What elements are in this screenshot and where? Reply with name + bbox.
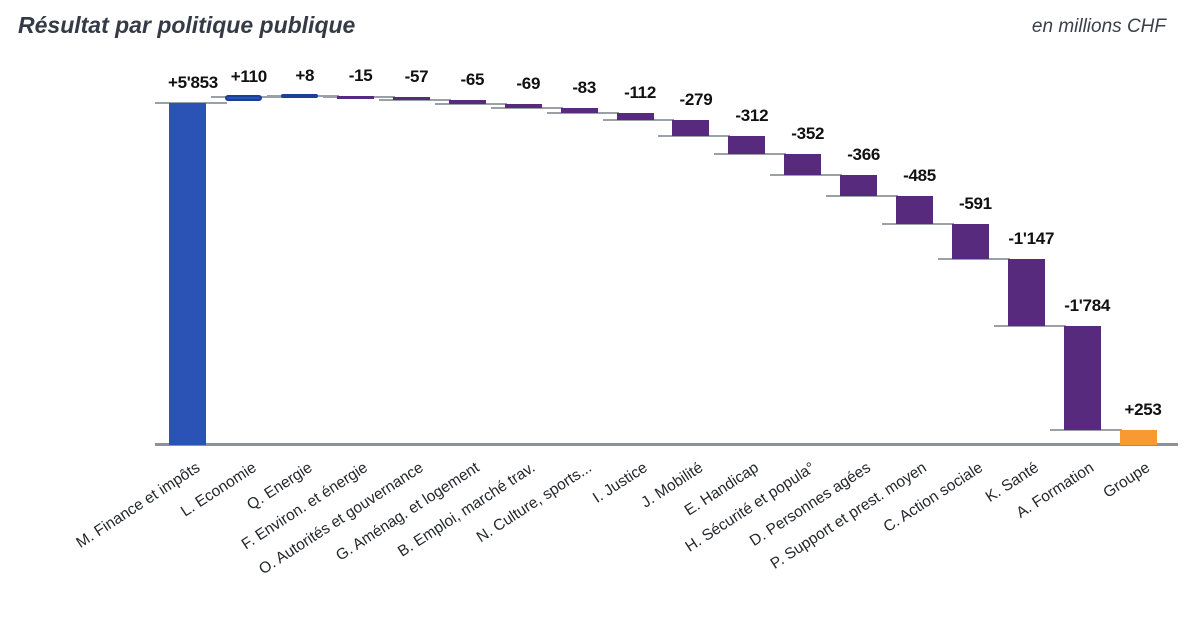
connector-line bbox=[379, 99, 451, 102]
bar-value-label: -352 bbox=[791, 124, 825, 144]
connector-line bbox=[937, 257, 1010, 260]
connector-line bbox=[658, 134, 731, 137]
bar-value-label: +253 bbox=[1124, 400, 1162, 420]
waterfall-bar-decrease bbox=[728, 135, 766, 155]
category-label: Groupe bbox=[1100, 459, 1154, 502]
waterfall-bar-decrease bbox=[951, 224, 989, 259]
waterfall-bar-decrease bbox=[337, 96, 375, 99]
waterfall-bar-decrease bbox=[560, 108, 598, 113]
waterfall-bar-decrease bbox=[393, 96, 430, 101]
x-axis-line bbox=[155, 443, 1178, 446]
connector-line bbox=[1049, 429, 1122, 432]
waterfall-bar-decrease bbox=[1063, 325, 1101, 431]
waterfall-bar-decrease bbox=[784, 154, 822, 175]
connector-line bbox=[714, 153, 787, 156]
connector-line bbox=[602, 118, 675, 121]
bar-value-label: -1'784 bbox=[1064, 295, 1111, 315]
connector-line bbox=[882, 223, 954, 226]
bar-value-label: -279 bbox=[679, 89, 713, 109]
waterfall-bar-decrease bbox=[840, 174, 878, 196]
bar-value-label: -83 bbox=[572, 78, 596, 98]
bar-value-label: -591 bbox=[958, 194, 992, 214]
bar-value-label: -112 bbox=[624, 82, 656, 102]
chart-title: Résultat par politique publique bbox=[18, 12, 356, 38]
bar-value-label: -485 bbox=[903, 166, 936, 186]
waterfall-bar-decrease bbox=[448, 100, 486, 105]
bar-value-label: -15 bbox=[348, 66, 373, 86]
waterfall-bar-total bbox=[1119, 430, 1157, 445]
connector-line bbox=[826, 195, 898, 198]
waterfall-bar-increase bbox=[169, 103, 207, 445]
waterfall-bar-decrease bbox=[672, 119, 710, 136]
bar-value-label: -312 bbox=[735, 105, 769, 125]
connector-line bbox=[490, 107, 563, 110]
connector-line bbox=[770, 173, 843, 176]
bar-value-label: +110 bbox=[230, 66, 267, 86]
bar-value-label: -57 bbox=[404, 66, 429, 86]
connector-line bbox=[434, 103, 507, 106]
bar-value-label: -65 bbox=[460, 70, 485, 90]
waterfall-bar-increase bbox=[225, 94, 263, 101]
connector-line bbox=[546, 111, 619, 114]
bar-value-label: -366 bbox=[847, 144, 881, 164]
waterfall-bar-increase bbox=[281, 94, 319, 99]
bar-value-label: -69 bbox=[516, 74, 541, 94]
waterfall-bar-decrease bbox=[504, 104, 542, 109]
waterfall-bar-decrease bbox=[896, 196, 933, 225]
waterfall-bar-decrease bbox=[616, 112, 654, 120]
bar-value-label: -1'147 bbox=[1008, 228, 1055, 248]
waterfall-bar-decrease bbox=[1007, 258, 1045, 326]
bar-value-label: +8 bbox=[295, 66, 315, 86]
bar-value-label: +5'853 bbox=[167, 73, 218, 92]
connector-line bbox=[993, 324, 1066, 327]
chart-unit-label: en millions CHF bbox=[1031, 16, 1166, 37]
